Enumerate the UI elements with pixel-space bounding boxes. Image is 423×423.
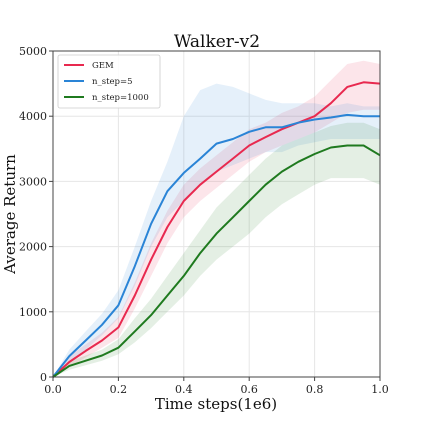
y-tick-label: 4000 xyxy=(19,110,47,123)
legend-label-n-step-5: n_step=5 xyxy=(92,77,133,87)
x-tick-label: 1.0 xyxy=(371,383,389,396)
x-axis-label: Time steps(1e6) xyxy=(155,395,277,413)
line-n-step-1000 xyxy=(52,144,381,378)
line-gem xyxy=(52,81,381,378)
legend-label-gem: GEM xyxy=(92,61,114,71)
plot-frame xyxy=(52,50,381,378)
line-n-step-5 xyxy=(52,113,380,378)
legend-label-n-step-1000: n_step=1000 xyxy=(92,93,149,103)
y-tick-label: 2000 xyxy=(19,241,47,254)
x-tick-label: 0.0 xyxy=(44,383,62,396)
y-tick-label: 3000 xyxy=(19,175,47,188)
legend-box xyxy=(57,54,161,109)
y-tick-label: 5000 xyxy=(19,45,47,58)
series-lines xyxy=(52,81,381,378)
x-tick-label: 0.2 xyxy=(110,383,128,396)
confidence-bands xyxy=(53,60,380,378)
y-tick-label: 0 xyxy=(40,371,47,384)
x-tick-label: 0.4 xyxy=(175,383,193,396)
band-n-step-5 xyxy=(53,83,380,377)
axis-ticks: 0.0 0.2 0.4 0.6 0.8 1.0 0 1000 2000 3000 4000 5000 xyxy=(19,45,389,396)
x-tick-label: 0.6 xyxy=(240,383,258,396)
chart-title: Walker-v2 xyxy=(174,32,260,52)
x-tick-label: 0.8 xyxy=(306,383,324,396)
band-n-step-1000 xyxy=(53,122,380,377)
y-tick-label: 1000 xyxy=(19,306,47,319)
legend: GEM n_step=5 n_step=1000 xyxy=(57,54,161,109)
y-axis-label: Average Return xyxy=(1,154,19,275)
band-gem xyxy=(53,60,380,378)
